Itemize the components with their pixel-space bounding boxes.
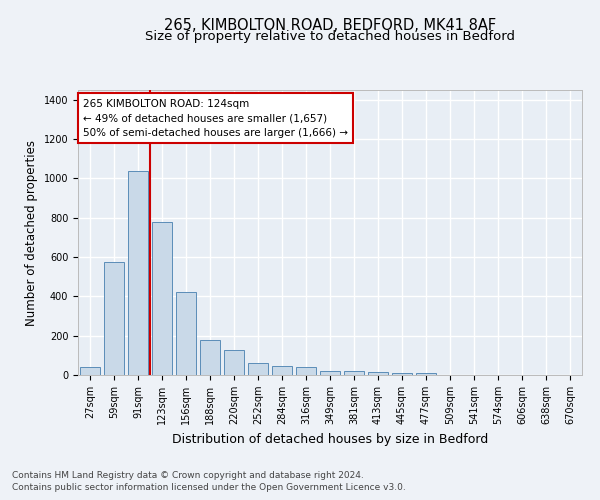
Bar [248,363,268,375]
Text: 265, KIMBOLTON ROAD, BEDFORD, MK41 8AF: 265, KIMBOLTON ROAD, BEDFORD, MK41 8AF [164,18,496,32]
Bar [80,367,100,375]
Bar [320,371,340,375]
Bar [128,170,148,375]
X-axis label: Distribution of detached houses by size in Bedford: Distribution of detached houses by size … [172,432,488,446]
Text: Contains HM Land Registry data © Crown copyright and database right 2024.: Contains HM Land Registry data © Crown c… [12,471,364,480]
Bar [176,292,196,375]
Bar [104,262,124,375]
Text: Size of property relative to detached houses in Bedford: Size of property relative to detached ho… [145,30,515,43]
Bar [152,222,172,375]
Bar [200,340,220,375]
Bar [416,374,436,375]
Bar [272,366,292,375]
Bar [392,373,412,375]
Text: 265 KIMBOLTON ROAD: 124sqm
← 49% of detached houses are smaller (1,657)
50% of s: 265 KIMBOLTON ROAD: 124sqm ← 49% of deta… [83,98,348,138]
Bar [224,350,244,375]
Bar [344,371,364,375]
Bar [296,367,316,375]
Bar [368,372,388,375]
Text: Contains public sector information licensed under the Open Government Licence v3: Contains public sector information licen… [12,484,406,492]
Y-axis label: Number of detached properties: Number of detached properties [25,140,38,326]
